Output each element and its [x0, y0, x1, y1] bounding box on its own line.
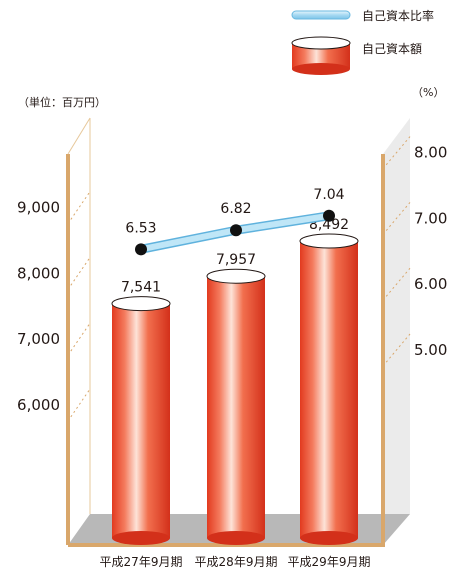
legend-swatch-line	[291, 10, 351, 20]
gridline-left-0	[67, 388, 91, 422]
gridline-right-1	[382, 267, 411, 301]
right-tick-label: 7.00	[414, 209, 447, 227]
line-value-label: 6.82	[220, 201, 251, 217]
right-axis-unit: （%）	[412, 86, 444, 99]
gridline-left-3	[67, 191, 91, 224]
bar-body	[112, 303, 170, 538]
bar-top	[299, 233, 359, 249]
bar-bottom	[112, 531, 170, 545]
legend-swatch-bar	[291, 36, 351, 75]
bar-bottom	[300, 531, 358, 545]
right-tick-label: 5.00	[414, 341, 447, 359]
bar-value-label: 7,541	[121, 280, 161, 296]
bar-top	[206, 268, 266, 284]
gridline-right-2	[382, 202, 411, 235]
bar-body	[207, 276, 265, 538]
category-labels: 平成27年9月期 平成28年9月期 平成29年9月期	[100, 555, 371, 569]
line-value-label: 6.53	[125, 220, 156, 236]
left-tick-label: 6,000	[17, 396, 60, 414]
left-tick-label: 9,000	[17, 199, 60, 217]
line-point	[230, 224, 242, 237]
bar-body	[300, 241, 358, 538]
category-label: 平成27年9月期	[100, 555, 183, 569]
right-tick-label: 8.00	[414, 144, 447, 162]
left-tick-labels: 6,000 7,000 8,000 9,000	[17, 199, 60, 414]
legend: 自己資本比率 自己資本額	[291, 8, 434, 75]
bar-top	[111, 296, 171, 312]
gridline-left-2	[67, 257, 91, 290]
gridlines	[67, 136, 411, 422]
left-tick-label: 7,000	[17, 330, 60, 348]
right-side-wall	[383, 118, 410, 545]
line-point	[323, 209, 335, 222]
gridline-right-0	[382, 333, 411, 367]
gridline-left-1	[67, 322, 91, 356]
right-tick-labels: 5.00 6.00 7.00 8.00	[414, 144, 447, 359]
right-tick-label: 6.00	[414, 275, 447, 293]
left-tick-label: 8,000	[17, 264, 60, 282]
gridline-right-3	[382, 136, 411, 169]
bar-value-label: 7,957	[216, 252, 256, 268]
legend-label-line: 自己資本比率	[362, 8, 434, 23]
line-value-label: 7.04	[313, 187, 344, 203]
line-series: 6.53 6.82 7.04	[125, 187, 345, 256]
bar-bottom	[207, 531, 265, 545]
category-label: 平成28年9月期	[195, 555, 278, 569]
line-point	[135, 243, 147, 256]
left-axis-unit: （単位：百万円）	[18, 95, 106, 109]
left-axis-connector	[67, 117, 91, 155]
category-label: 平成29年9月期	[288, 555, 371, 569]
legend-label-bar: 自己資本額	[362, 42, 422, 56]
